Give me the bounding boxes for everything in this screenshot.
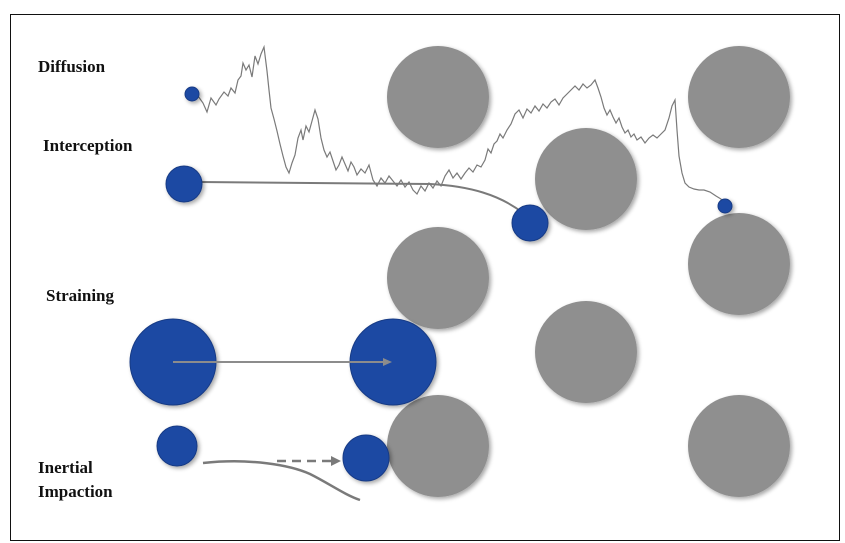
- diffusion-path: [190, 44, 725, 205]
- collector-grain: [688, 46, 790, 148]
- collector-grain: [688, 395, 790, 497]
- inertial-streamline: [202, 460, 361, 502]
- inertial-arrowhead: [331, 456, 341, 466]
- collector-grain: [535, 301, 637, 403]
- label-straining: Straining: [46, 286, 115, 305]
- diffusion-particle-captured: [717, 198, 733, 214]
- interception-particle-captured: [511, 204, 549, 242]
- collector-grain: [688, 213, 790, 315]
- collector-grain: [387, 227, 489, 329]
- inertial-particle-start: [156, 425, 198, 467]
- collector-grain: [535, 128, 637, 230]
- label-interception: Interception: [43, 136, 133, 155]
- label-inertial: Inertial: [38, 458, 93, 477]
- diffusion-particle-start: [184, 86, 200, 102]
- interception-particle-start: [165, 165, 203, 203]
- collector-grain: [387, 46, 489, 148]
- straining-arrowhead: [383, 358, 392, 366]
- inertial-particle-captured: [342, 434, 390, 482]
- label-diffusion: Diffusion: [38, 57, 106, 76]
- interception-path: [199, 181, 524, 214]
- collector-grain: [387, 395, 489, 497]
- label-impaction: Impaction: [38, 482, 113, 501]
- collector-grains: [387, 46, 790, 497]
